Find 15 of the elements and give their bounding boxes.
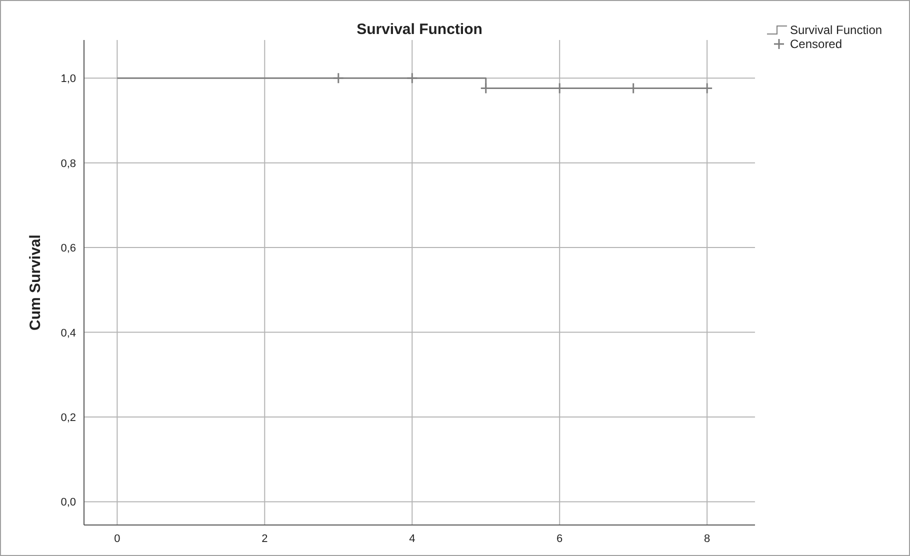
chart-title: Survival Function (356, 21, 482, 38)
x-tick-label: 4 (409, 533, 416, 545)
x-tick-label: 8 (704, 533, 710, 545)
y-tick-label: 0,4 (60, 327, 76, 340)
x-tick-label: 2 (262, 533, 268, 545)
y-tick-label: 1,0 (60, 73, 76, 86)
y-tick-label: 0,2 (60, 412, 76, 424)
legend-label: Censored (790, 37, 842, 51)
y-tick-label: 0,6 (60, 242, 76, 255)
legend-label: Survival Function (790, 23, 882, 37)
y-axis-title: Cum Survival (27, 234, 44, 330)
x-tick-label: 6 (556, 533, 563, 545)
y-tick-label: 0,0 (60, 496, 76, 509)
x-tick-label: 0 (114, 533, 120, 545)
y-tick-label: 0,8 (60, 158, 76, 170)
